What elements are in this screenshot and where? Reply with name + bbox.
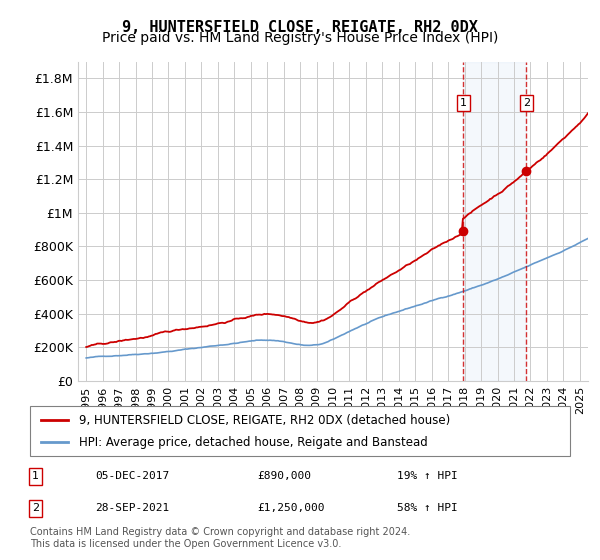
Bar: [463, 62, 526, 381]
HPI: Average price, detached house, Reigate and Banstead: (2.02e+03, 6.7e+05): Average price, detached house, Reigate a…: [519, 265, 526, 272]
9, HUNTERSFIELD CLOSE, REIGATE, RH2 0DX (detached house): [494, 190, 502, 197]
9, HUNTERSFIELD CLOSE, REIGATE, RH2 0DX (detached house): [83, 344, 90, 351]
Text: 2: 2: [523, 98, 530, 108]
Text: £1,250,000: £1,250,000: [257, 503, 324, 514]
HPI: Average price, detached house, Reigate and Banstead: (2.01e+03, 2.34e+05): Average price, detached house, Reigate a…: [278, 338, 286, 345]
Text: 1: 1: [32, 471, 39, 481]
HPI: Average price, detached house, Reigate and Banstead: (2.03e+03, 8.47e+05): Average price, detached house, Reigate a…: [584, 235, 592, 242]
9, HUNTERSFIELD CLOSE, REIGATE, RH2 0DX (detached house): [519, 171, 526, 178]
HPI: Average price, detached house, Reigate and Banstead: (2.01e+03, 2.28e+05): Average price, detached house, Reigate a…: [284, 339, 291, 346]
9, HUNTERSFIELD CLOSE, REIGATE, RH2 0DX (detached house): [284, 314, 291, 320]
Text: 2: 2: [32, 503, 39, 514]
Text: 19% ↑ HPI: 19% ↑ HPI: [397, 471, 458, 481]
Line: 9, HUNTERSFIELD CLOSE, REIGATE, RH2 0DX (detached house): 9, HUNTERSFIELD CLOSE, REIGATE, RH2 0DX …: [86, 113, 588, 347]
Text: Price paid vs. HM Land Registry's House Price Index (HPI): Price paid vs. HM Land Registry's House …: [102, 31, 498, 45]
9, HUNTERSFIELD CLOSE, REIGATE, RH2 0DX (detached house): [170, 327, 177, 334]
9, HUNTERSFIELD CLOSE, REIGATE, RH2 0DX (detached house): [584, 110, 592, 116]
Text: 9, HUNTERSFIELD CLOSE, REIGATE, RH2 0DX: 9, HUNTERSFIELD CLOSE, REIGATE, RH2 0DX: [122, 20, 478, 35]
9, HUNTERSFIELD CLOSE, REIGATE, RH2 0DX (detached house): [278, 312, 286, 319]
HPI: Average price, detached house, Reigate and Banstead: (2e+03, 1.36e+05): Average price, detached house, Reigate a…: [83, 354, 90, 361]
Text: £890,000: £890,000: [257, 471, 311, 481]
Text: 9, HUNTERSFIELD CLOSE, REIGATE, RH2 0DX (detached house): 9, HUNTERSFIELD CLOSE, REIGATE, RH2 0DX …: [79, 414, 450, 427]
Text: 28-SEP-2021: 28-SEP-2021: [95, 503, 169, 514]
FancyBboxPatch shape: [30, 406, 570, 456]
HPI: Average price, detached house, Reigate and Banstead: (2.02e+03, 5.1e+05): Average price, detached house, Reigate a…: [448, 292, 455, 298]
HPI: Average price, detached house, Reigate and Banstead: (2.02e+03, 6.08e+05): Average price, detached house, Reigate a…: [494, 276, 502, 282]
Text: HPI: Average price, detached house, Reigate and Banstead: HPI: Average price, detached house, Reig…: [79, 436, 427, 449]
Line: HPI: Average price, detached house, Reigate and Banstead: HPI: Average price, detached house, Reig…: [86, 239, 588, 358]
HPI: Average price, detached house, Reigate and Banstead: (2e+03, 1.77e+05): Average price, detached house, Reigate a…: [170, 348, 177, 354]
Text: Contains HM Land Registry data © Crown copyright and database right 2024.
This d: Contains HM Land Registry data © Crown c…: [30, 527, 410, 549]
Text: 1: 1: [460, 98, 467, 108]
Text: 58% ↑ HPI: 58% ↑ HPI: [397, 503, 458, 514]
Text: 05-DEC-2017: 05-DEC-2017: [95, 471, 169, 481]
9, HUNTERSFIELD CLOSE, REIGATE, RH2 0DX (detached house): [448, 236, 455, 242]
